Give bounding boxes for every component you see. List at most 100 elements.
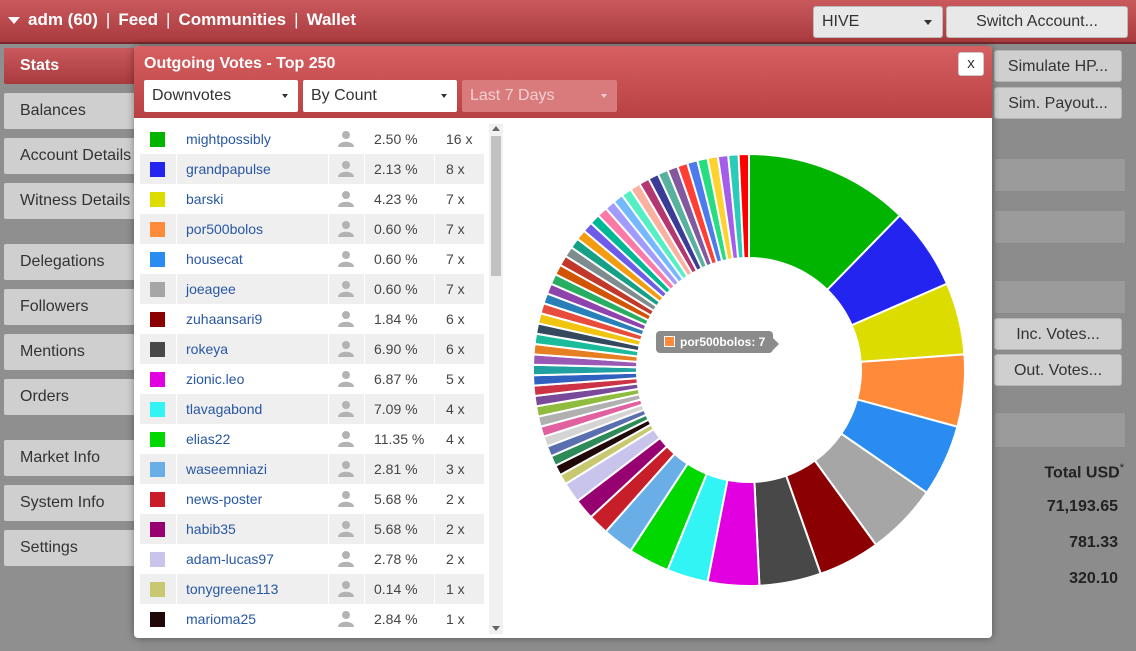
column-divider	[434, 214, 435, 244]
votes-list: mightpossibly 2.50 % 16 x grandpapulse 2.13 …	[140, 124, 484, 634]
user-icon[interactable]	[338, 130, 354, 147]
color-swatch	[150, 492, 165, 507]
nav-communities[interactable]: Communities	[178, 10, 287, 29]
list-item: barski 4.23 % 7 x	[140, 184, 484, 214]
sidebar-item-settings[interactable]: Settings	[4, 530, 144, 566]
out-votes-button[interactable]: Out. Votes...	[994, 354, 1122, 386]
user-icon[interactable]	[338, 310, 354, 327]
scroll-thumb[interactable]	[491, 136, 501, 276]
voter-link[interactable]: news-poster	[186, 491, 263, 507]
sidebar-item-mentions[interactable]: Mentions	[4, 334, 144, 370]
dropdown-arrow-icon	[924, 20, 932, 25]
sidebar-item-delegations[interactable]: Delegations	[4, 244, 144, 280]
sim-payout-button[interactable]: Sim. Payout...	[994, 87, 1122, 119]
sidebar-item-market-info[interactable]: Market Info	[4, 440, 144, 476]
user-icon[interactable]	[338, 460, 354, 477]
user-icon[interactable]	[338, 580, 354, 597]
user-icon[interactable]	[338, 550, 354, 567]
user-icon[interactable]	[338, 370, 354, 387]
column-divider	[364, 274, 365, 304]
close-button[interactable]: x	[958, 52, 984, 76]
color-swatch	[150, 582, 165, 597]
color-swatch	[150, 342, 165, 357]
user-icon[interactable]	[338, 400, 354, 417]
donut-slice[interactable]	[737, 152, 750, 260]
user-icon[interactable]	[338, 160, 354, 177]
sort-by-select[interactable]: By Count	[303, 80, 457, 112]
voter-link[interactable]: adam-lucas97	[186, 551, 274, 567]
vote-count: 1 x	[446, 611, 465, 627]
voter-link[interactable]: tlavagabond	[186, 401, 263, 417]
user-icon[interactable]	[338, 190, 354, 207]
user-icon[interactable]	[338, 280, 354, 297]
user-icon[interactable]	[338, 520, 354, 537]
color-swatch	[150, 282, 165, 297]
vote-count: 16 x	[446, 131, 473, 147]
column-divider	[364, 304, 365, 334]
column-divider	[364, 544, 365, 574]
voter-link[interactable]: habib35	[186, 521, 236, 537]
column-divider	[434, 184, 435, 214]
column-divider	[176, 214, 177, 244]
sidebar-item-account-details[interactable]: Account Details	[4, 138, 144, 174]
voter-link[interactable]: rokeya	[186, 341, 229, 357]
outgoing-votes-dialog: Outgoing Votes - Top 250 x Downvotes By …	[134, 46, 992, 638]
user-icon[interactable]	[338, 220, 354, 237]
column-divider	[364, 514, 365, 544]
vote-count: 6 x	[446, 311, 465, 327]
simulate-hp-button[interactable]: Simulate HP...	[994, 50, 1122, 82]
voter-link[interactable]: barski	[186, 191, 224, 207]
panel-block	[994, 158, 1126, 192]
voter-link[interactable]: zionic.leo	[186, 371, 245, 387]
voter-link[interactable]: joeagee	[186, 281, 236, 297]
scroll-up-icon[interactable]	[492, 126, 500, 131]
sidebar-item-followers[interactable]: Followers	[4, 289, 144, 325]
column-divider	[364, 184, 365, 214]
voter-link[interactable]: grandpapulse	[186, 161, 271, 177]
total-usd-asterisk: *	[1119, 462, 1124, 474]
column-divider	[364, 334, 365, 364]
caret-down-icon[interactable]	[8, 17, 20, 25]
list-scrollbar[interactable]	[489, 124, 503, 634]
voter-link[interactable]: waseemniazi	[186, 461, 267, 477]
sidebar-item-system-info[interactable]: System Info	[4, 485, 144, 521]
vote-count: 2 x	[446, 521, 465, 537]
switch-account-button[interactable]: Switch Account...	[946, 6, 1128, 38]
column-divider	[328, 244, 329, 274]
scroll-down-icon[interactable]	[492, 626, 500, 631]
vote-type-select[interactable]: Downvotes	[144, 80, 298, 112]
vote-count: 6 x	[446, 341, 465, 357]
nav-feed[interactable]: Feed	[118, 10, 159, 29]
account-menu[interactable]: adm (60)	[28, 10, 98, 29]
sidebar-item-witness-details[interactable]: Witness Details	[4, 183, 144, 219]
column-divider	[364, 454, 365, 484]
sidebar-item-balances[interactable]: Balances	[4, 93, 144, 129]
chain-select[interactable]: HIVE	[813, 6, 943, 38]
top-nav: adm (60) | Feed | Communities | Wallet	[8, 10, 356, 30]
column-divider	[434, 574, 435, 604]
list-item: tlavagabond 7.09 % 4 x	[140, 394, 484, 424]
voter-link[interactable]: housecat	[186, 251, 243, 267]
user-icon[interactable]	[338, 340, 354, 357]
sidebar-item-orders[interactable]: Orders	[4, 379, 144, 415]
voter-link[interactable]: elias22	[186, 431, 231, 447]
user-icon[interactable]	[338, 250, 354, 267]
voter-link[interactable]: por500bolos	[186, 221, 264, 237]
user-icon[interactable]	[338, 610, 354, 627]
color-swatch	[150, 432, 165, 447]
dropdown-arrow-icon	[441, 94, 447, 98]
color-swatch	[150, 612, 165, 627]
inc-votes-button[interactable]: Inc. Votes...	[994, 318, 1122, 350]
column-divider	[328, 484, 329, 514]
column-divider	[434, 124, 435, 154]
voter-link[interactable]: mightpossibly	[186, 131, 271, 147]
voter-link[interactable]: tonygreene113	[186, 581, 279, 597]
vote-count: 7 x	[446, 281, 465, 297]
sidebar-item-stats[interactable]: Stats	[4, 48, 144, 84]
column-divider	[328, 394, 329, 424]
voter-link[interactable]: marioma25	[186, 611, 257, 627]
user-icon[interactable]	[338, 430, 354, 447]
voter-link[interactable]: zuhaansari9	[186, 311, 263, 327]
nav-wallet[interactable]: Wallet	[306, 10, 356, 29]
user-icon[interactable]	[338, 490, 354, 507]
